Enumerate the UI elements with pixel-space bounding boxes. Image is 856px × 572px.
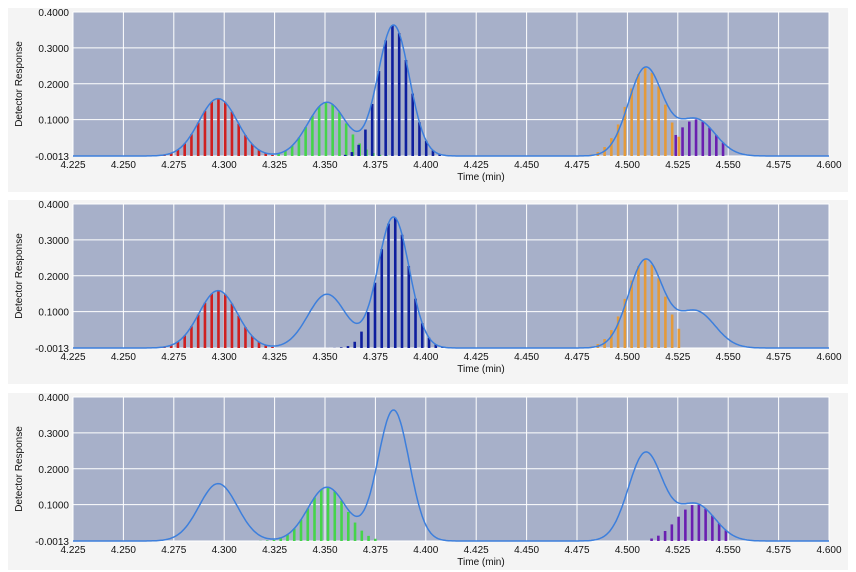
detector-trace: [73, 24, 829, 157]
detector-trace: [73, 216, 829, 349]
x-tick-label: 4.500: [615, 545, 640, 556]
y-tick-label: -0.0013: [35, 152, 69, 163]
x-tick-label: 4.375: [363, 545, 388, 556]
y-tick-label: -0.0013: [35, 537, 69, 548]
y-tick-label: 0.3000: [38, 44, 69, 55]
x-tick-label: 4.400: [413, 545, 438, 556]
x-tick-label: 4.225: [60, 545, 85, 556]
detector-trace: [73, 409, 829, 542]
x-tick-label: 4.550: [716, 160, 741, 171]
x-tick-label: 4.400: [413, 352, 438, 363]
x-tick-label: 4.575: [766, 352, 791, 363]
x-tick-label: 4.425: [464, 160, 489, 171]
x-tick-label: 4.450: [514, 160, 539, 171]
x-tick-label: 4.525: [665, 160, 690, 171]
x-tick-label: 4.325: [262, 160, 287, 171]
chromatogram-panel-1: 4.225 4.250 4.275 4.300 4.325 4.350 4.375 4.400…: [8, 8, 848, 192]
x-tick-label: 4.600: [816, 545, 841, 556]
y-tick-label: 0.1000: [38, 308, 69, 319]
x-tick-label: 4.375: [363, 352, 388, 363]
x-tick-label: 4.500: [615, 352, 640, 363]
x-tick-label: 4.375: [363, 160, 388, 171]
chromatogram-panel-3: 4.225 4.250 4.275 4.300 4.325 4.350 4.375 4.400…: [8, 393, 848, 570]
x-tick-label: 4.350: [312, 545, 337, 556]
chromatogram-panel-2: 4.225 4.250 4.275 4.300 4.325 4.350 4.375 4.400…: [8, 200, 848, 384]
y-tick-label: 0.4000: [38, 8, 69, 19]
x-tick-label: 4.525: [665, 352, 690, 363]
y-tick-label: 0.3000: [38, 236, 69, 247]
x-tick-label: 4.225: [60, 160, 85, 171]
x-tick-label: 4.450: [514, 545, 539, 556]
x-tick-label: 4.400: [413, 160, 438, 171]
x-tick-label: 4.475: [564, 352, 589, 363]
x-tick-label: 4.300: [212, 545, 237, 556]
x-tick-label: 4.350: [312, 352, 337, 363]
y-tick-label: 0.4000: [38, 393, 69, 404]
x-tick-label: 4.225: [60, 352, 85, 363]
x-tick-label: 4.250: [111, 545, 136, 556]
x-axis-title: Time (min): [457, 364, 504, 375]
y-tick-label: 0.2000: [38, 80, 69, 91]
y-tick-label: 0.2000: [38, 465, 69, 476]
x-tick-label: 4.275: [161, 352, 186, 363]
x-tick-label: 4.475: [564, 545, 589, 556]
x-tick-label: 4.300: [212, 160, 237, 171]
y-tick-label: -0.0013: [35, 344, 69, 355]
x-tick-label: 4.575: [766, 545, 791, 556]
x-tick-label: 4.275: [161, 160, 186, 171]
x-tick-label: 4.550: [716, 352, 741, 363]
x-axis-title: Time (min): [457, 557, 504, 568]
y-tick-label: 0.4000: [38, 200, 69, 211]
x-tick-label: 4.300: [212, 352, 237, 363]
x-tick-label: 4.600: [816, 352, 841, 363]
y-tick-label: 0.2000: [38, 272, 69, 283]
x-tick-label: 4.500: [615, 160, 640, 171]
y-tick-label: 0.3000: [38, 429, 69, 440]
y-tick-label: 0.1000: [38, 501, 69, 512]
y-axis-title: Detector Response: [14, 233, 25, 319]
x-tick-label: 4.250: [111, 352, 136, 363]
x-tick-label: 4.425: [464, 545, 489, 556]
x-axis-title: Time (min): [457, 172, 504, 183]
x-tick-label: 4.425: [464, 352, 489, 363]
x-tick-label: 4.275: [161, 545, 186, 556]
x-tick-label: 4.525: [665, 545, 690, 556]
y-axis-title: Detector Response: [14, 426, 25, 512]
x-tick-label: 4.325: [262, 545, 287, 556]
x-tick-label: 4.600: [816, 160, 841, 171]
y-axis-title: Detector Response: [14, 41, 25, 127]
x-tick-label: 4.450: [514, 352, 539, 363]
x-tick-label: 4.250: [111, 160, 136, 171]
x-tick-label: 4.475: [564, 160, 589, 171]
x-tick-label: 4.350: [312, 160, 337, 171]
y-tick-label: 0.1000: [38, 116, 69, 127]
x-tick-label: 4.575: [766, 160, 791, 171]
x-tick-label: 4.550: [716, 545, 741, 556]
x-tick-label: 4.325: [262, 352, 287, 363]
